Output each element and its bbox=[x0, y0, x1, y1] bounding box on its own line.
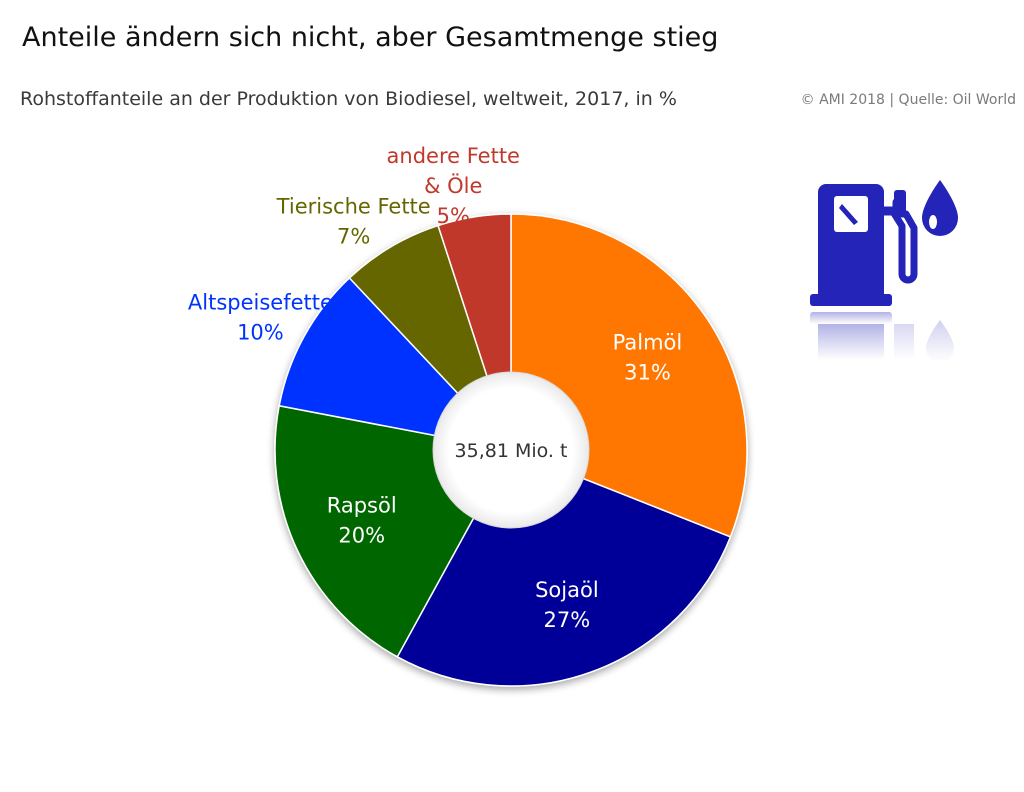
slice-value-label: 5% bbox=[437, 204, 470, 228]
slice-name-label: Rapsöl bbox=[327, 493, 397, 517]
slice-name-label: Sojaöl bbox=[535, 578, 599, 602]
slice-name-label: Palmöl bbox=[613, 330, 683, 354]
chart-subtitle: Rohstoffanteile an der Produktion von Bi… bbox=[20, 88, 677, 110]
slice-value-label: 7% bbox=[337, 224, 370, 248]
fuel-icons bbox=[790, 170, 990, 364]
label-andere-fette-öle: andere Fette & Öle 5% bbox=[387, 144, 520, 228]
fuel-pump-reflection bbox=[810, 312, 914, 360]
slice-value-label: 27% bbox=[544, 608, 591, 632]
label-rapsöl: Rapsöl 20% bbox=[327, 493, 397, 547]
chart-title: Anteile ändern sich nicht, aber Gesamtme… bbox=[22, 22, 719, 53]
slice-name-label: Altspeisefette bbox=[188, 291, 333, 315]
slice-value-label: 31% bbox=[624, 360, 671, 384]
label-palmöl: Palmöl 31% bbox=[613, 330, 683, 384]
label-sojaöl: Sojaöl 27% bbox=[535, 578, 599, 632]
donut-hole bbox=[432, 371, 590, 529]
label-tierische-fette: Tierische Fette 7% bbox=[276, 194, 431, 248]
source-credit: © AMI 2018 | Quelle: Oil World bbox=[800, 92, 1016, 108]
slice-name-label: & Öle bbox=[424, 173, 482, 198]
label-altspeisefette: Altspeisefette 10% bbox=[188, 291, 333, 345]
slice-value-label: 10% bbox=[237, 321, 284, 345]
slice-labels: Palmöl 31% Sojaöl 27% Rapsöl 20% Altspeisefett… bbox=[188, 144, 682, 632]
slice-name-label: Tierische Fette bbox=[276, 194, 431, 218]
slice-value-label: 20% bbox=[338, 523, 385, 547]
center-total-label: 35,81 Mio. t bbox=[455, 440, 568, 462]
slice-name-label: andere Fette bbox=[387, 144, 520, 168]
oil-drop-icon bbox=[922, 180, 958, 362]
fuel-pump-icon bbox=[810, 184, 918, 306]
